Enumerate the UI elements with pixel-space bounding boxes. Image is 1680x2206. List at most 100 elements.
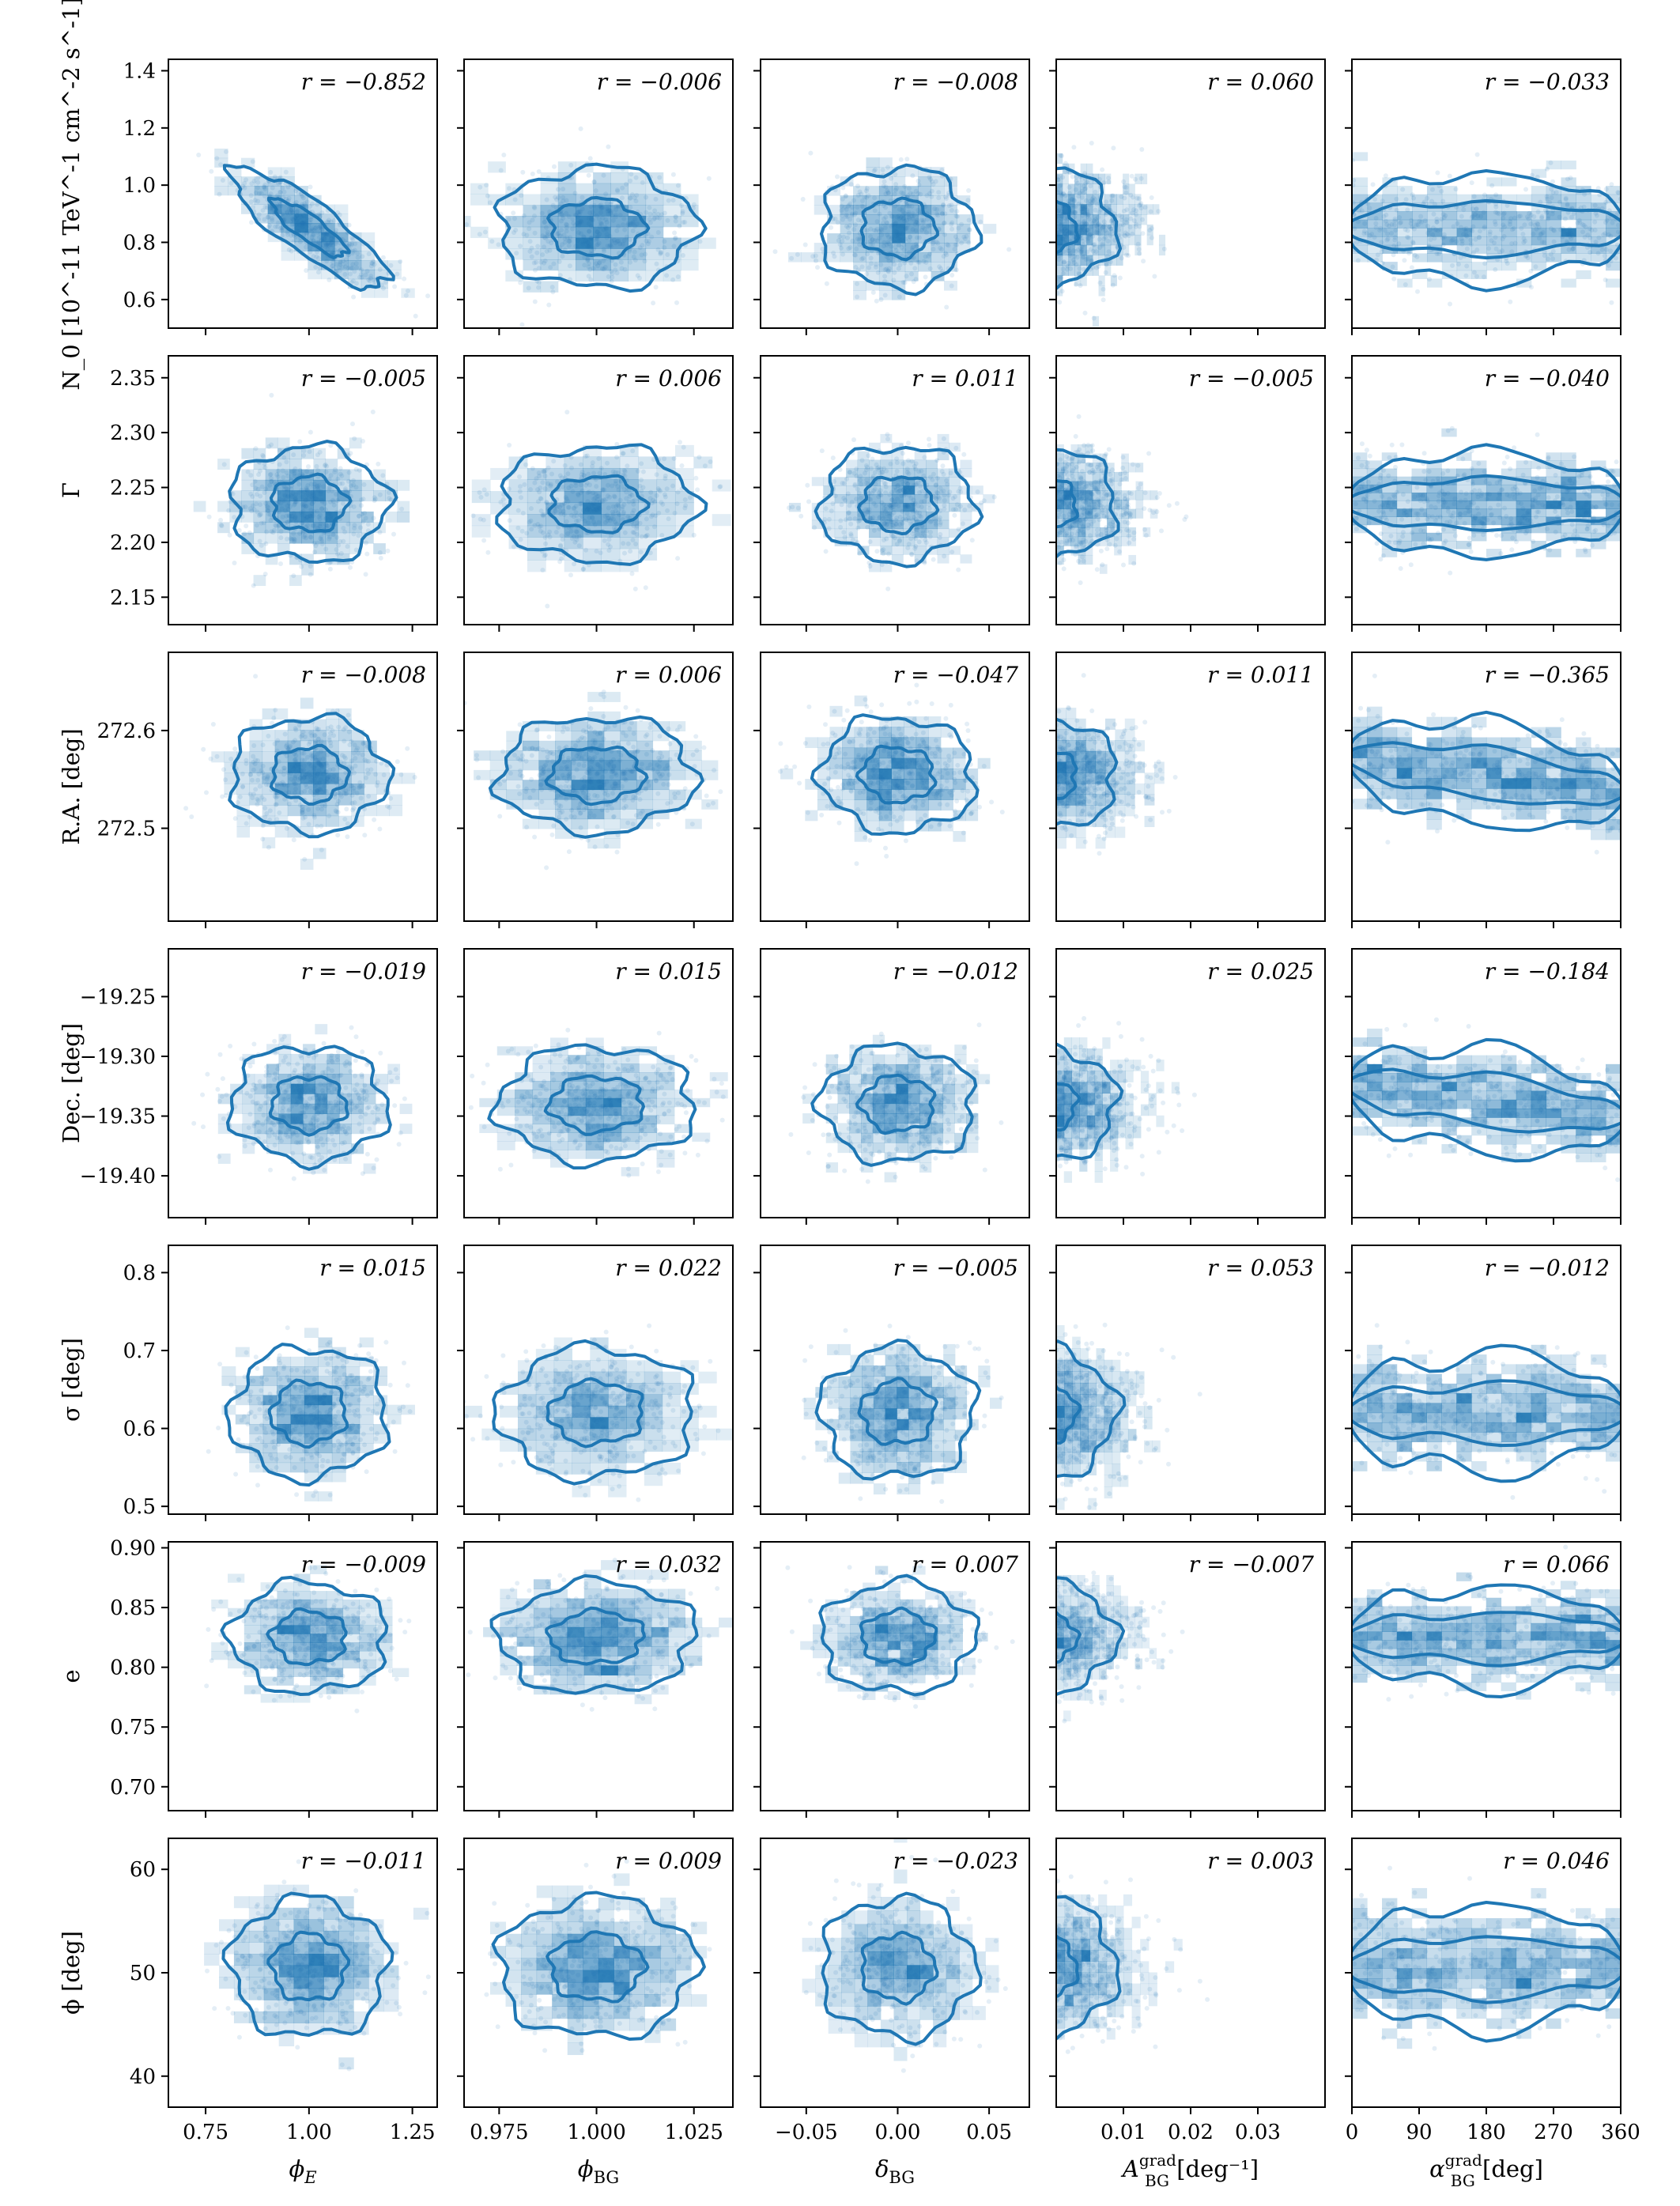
hist-bin xyxy=(1158,244,1166,256)
sample-point xyxy=(883,184,889,190)
sample-point xyxy=(506,486,512,492)
hist-bin xyxy=(347,251,362,261)
sample-point xyxy=(882,538,886,542)
hist-bin xyxy=(575,216,594,228)
sample-point xyxy=(1375,252,1380,258)
sample-point xyxy=(330,532,336,538)
sample-point xyxy=(1571,211,1576,216)
hist-bin xyxy=(880,433,893,444)
sample-point xyxy=(1082,222,1088,228)
sample-point xyxy=(550,202,556,208)
sample-point xyxy=(1583,225,1588,230)
sample-point xyxy=(244,177,249,183)
hist-bin xyxy=(1382,236,1398,246)
correlation-label: r = 0.011 xyxy=(912,365,1018,391)
sample-point xyxy=(587,261,591,266)
sample-point xyxy=(1608,233,1614,239)
sample-point xyxy=(591,179,597,185)
hist-bin xyxy=(347,260,362,270)
hist-bin xyxy=(1110,224,1117,236)
sample-point xyxy=(1077,191,1082,196)
sample-point xyxy=(695,487,700,493)
sample-point xyxy=(304,230,310,236)
sample-point xyxy=(1500,248,1504,254)
hist-bin xyxy=(1116,255,1123,266)
sample-point xyxy=(308,228,313,233)
hist-bin xyxy=(1123,194,1130,205)
hist-bin xyxy=(1412,228,1428,237)
sample-point xyxy=(1080,539,1085,545)
hist-bin xyxy=(1070,453,1079,463)
hist-bin xyxy=(508,514,528,527)
sample-point xyxy=(900,216,906,221)
sample-point xyxy=(960,521,965,527)
sample-point xyxy=(594,484,599,489)
sample-point xyxy=(1094,224,1100,229)
sample-point xyxy=(548,483,553,489)
sample-point xyxy=(1148,209,1153,214)
sample-point xyxy=(551,261,557,266)
sample-point xyxy=(299,520,304,526)
sample-point xyxy=(602,497,607,503)
sample-point xyxy=(1079,195,1085,200)
sample-point xyxy=(1061,191,1067,196)
sample-point xyxy=(1373,216,1379,221)
hist-bin xyxy=(1099,453,1108,463)
sample-point xyxy=(325,240,330,246)
sample-point xyxy=(1123,511,1129,516)
sample-point xyxy=(924,193,930,198)
sample-point xyxy=(1361,229,1367,234)
y-tick-label: 0.8 xyxy=(123,231,156,255)
sample-point xyxy=(299,512,304,518)
sample-point xyxy=(1463,273,1469,278)
sample-point xyxy=(1104,261,1109,266)
sample-point xyxy=(293,466,298,471)
hist-bin xyxy=(892,243,906,253)
hist-bin xyxy=(937,511,949,521)
sample-point xyxy=(268,191,274,197)
sample-point xyxy=(1071,210,1077,215)
sample-point xyxy=(580,195,585,200)
sample-point xyxy=(253,446,259,451)
sample-point xyxy=(579,219,584,225)
sample-point xyxy=(962,236,968,242)
sample-point xyxy=(557,273,563,278)
hist-bin xyxy=(253,575,266,587)
sample-point xyxy=(1402,258,1407,263)
sample-point xyxy=(1056,230,1060,236)
sample-point xyxy=(328,517,334,523)
sample-point xyxy=(255,179,261,185)
sample-point xyxy=(600,487,606,492)
sample-point xyxy=(569,512,574,518)
hist-bin xyxy=(601,548,621,561)
sample-point xyxy=(906,186,912,191)
sample-points xyxy=(1056,141,1167,321)
sample-point xyxy=(942,498,947,503)
sample-point xyxy=(1062,232,1067,236)
sample-point xyxy=(870,237,875,243)
sample-point xyxy=(324,463,330,469)
sample-point xyxy=(840,239,845,244)
sample-point xyxy=(572,213,578,217)
sample-point xyxy=(590,460,595,466)
sample-point xyxy=(874,466,880,471)
hist-bin xyxy=(1056,285,1063,297)
sample-point xyxy=(1097,223,1103,229)
sample-point xyxy=(606,516,612,521)
hist-bin xyxy=(1135,481,1144,491)
sample-point xyxy=(336,542,342,548)
sample-point xyxy=(297,212,303,217)
sample-point xyxy=(587,515,592,520)
sample-point xyxy=(578,490,583,496)
sample-point xyxy=(899,237,904,243)
sample-point xyxy=(643,251,648,257)
sample-point xyxy=(934,489,939,495)
sample-point xyxy=(593,261,598,266)
hist-bin xyxy=(1516,194,1532,203)
sample-point xyxy=(607,208,613,213)
sample-point xyxy=(1565,176,1570,182)
sample-point xyxy=(1397,221,1403,226)
sample-point xyxy=(1058,223,1063,229)
sample-point xyxy=(592,522,598,527)
sample-point xyxy=(598,210,603,215)
